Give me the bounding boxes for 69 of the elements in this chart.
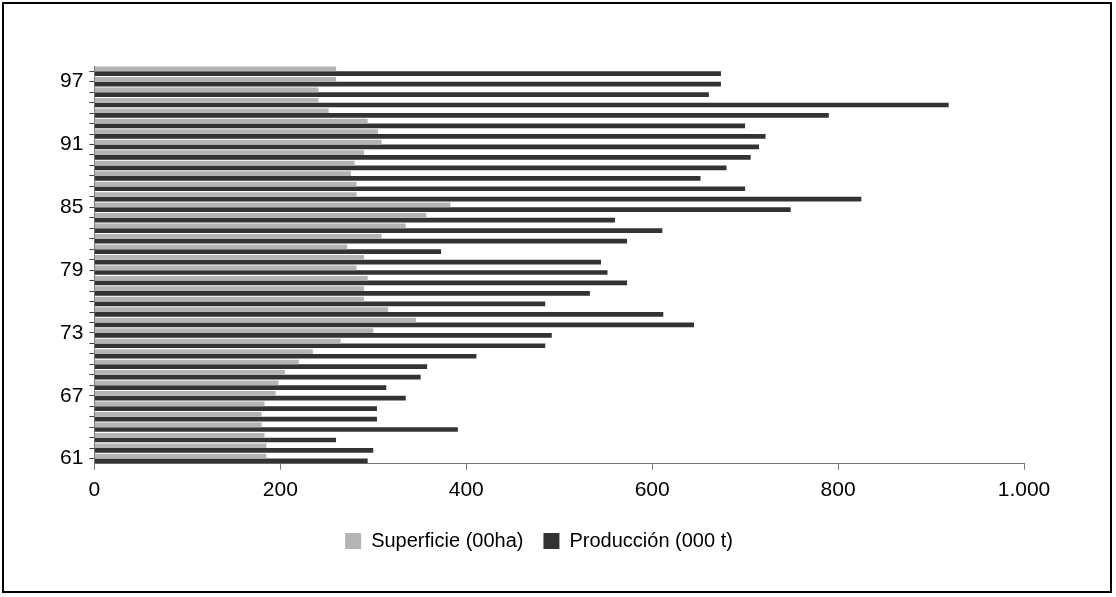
x-tick-label: 800: [820, 477, 856, 501]
bar: [94, 92, 709, 97]
bar: [94, 448, 374, 453]
x-tick-label: 1.000: [997, 477, 1051, 501]
bar: [94, 150, 364, 155]
bar: [94, 139, 382, 145]
bar: [94, 364, 428, 370]
bar: [94, 234, 382, 239]
y-tick-label: 73: [60, 319, 84, 343]
bar: [94, 265, 357, 271]
bar: [94, 134, 766, 139]
bar: [94, 175, 701, 181]
bar: [94, 422, 262, 428]
x-tick-label: 200: [262, 477, 298, 501]
bar: [94, 332, 552, 338]
bar: [94, 291, 590, 296]
bar: [94, 270, 608, 275]
bar: [94, 391, 276, 396]
bar: [94, 286, 364, 292]
y-tick-label: 79: [60, 256, 84, 280]
bar: [94, 432, 265, 438]
bar: [94, 186, 746, 192]
bar: [94, 97, 319, 103]
bar: [94, 165, 727, 171]
bar: [94, 244, 348, 250]
bar: [94, 71, 721, 76]
y-tick-label: 61: [60, 445, 84, 469]
bar: [94, 171, 351, 176]
bar: [94, 343, 546, 349]
bar: [94, 453, 267, 459]
y-tick-label: 91: [60, 131, 84, 155]
bar: [94, 154, 751, 160]
bar: [94, 254, 364, 260]
bar: [94, 192, 357, 197]
bar: [94, 406, 377, 411]
legend-label: Producción (000 t): [569, 528, 733, 551]
bar: [94, 411, 262, 417]
bar: [94, 427, 458, 432]
bar: [94, 353, 477, 359]
x-tick-label: 0: [88, 477, 101, 501]
bar: [94, 76, 337, 82]
x-tick-label: 600: [634, 477, 670, 501]
y-tick-label: 97: [60, 68, 84, 92]
bar: [94, 228, 663, 233]
bar: [94, 213, 427, 218]
bar: [94, 207, 791, 213]
bar: [94, 312, 664, 317]
bar: [94, 374, 421, 380]
bar: [94, 118, 368, 124]
bar: [94, 349, 313, 354]
bar: [94, 370, 285, 375]
bar: [94, 217, 615, 223]
bar: [94, 385, 387, 390]
bar: [94, 129, 378, 135]
bar: [94, 249, 442, 254]
bar: [94, 196, 862, 202]
bar: [94, 87, 319, 93]
bar: [94, 275, 368, 281]
bar: [94, 322, 694, 328]
bar: [94, 328, 374, 333]
x-tick-label: 400: [448, 477, 484, 501]
bar: [94, 108, 329, 114]
legend-label: Superficie (00ha): [371, 528, 524, 551]
y-tick-label: 67: [60, 382, 84, 406]
y-tick-label: 85: [60, 194, 84, 218]
bar: [94, 307, 389, 313]
bar: [94, 443, 267, 449]
bar: [94, 113, 829, 118]
bar: [94, 296, 364, 302]
